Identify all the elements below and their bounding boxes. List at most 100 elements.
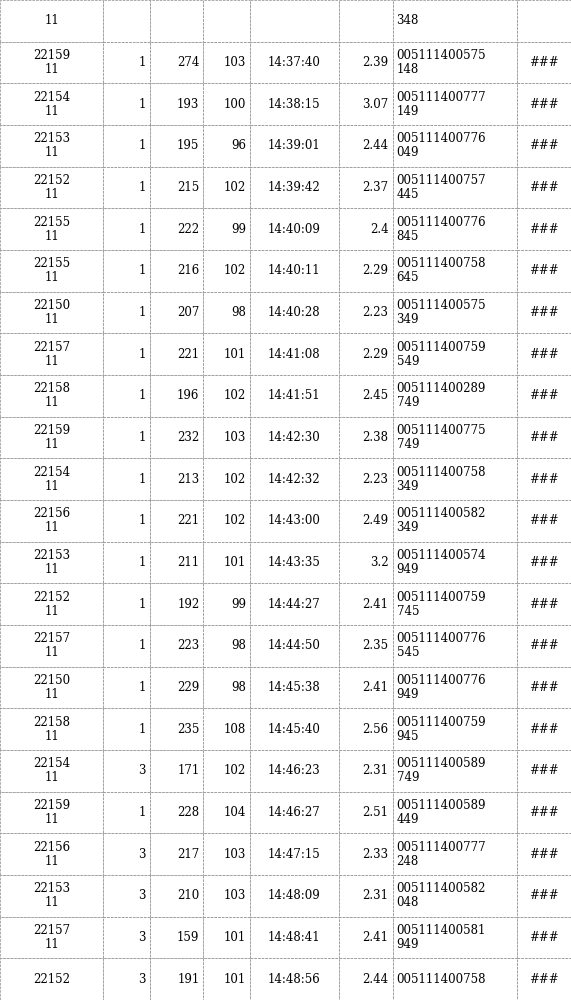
Text: ###: ### bbox=[529, 931, 559, 944]
Bar bbox=[150, 42, 203, 83]
Text: 101: 101 bbox=[224, 931, 246, 944]
Bar bbox=[0, 208, 103, 250]
Text: 22150
11: 22150 11 bbox=[33, 674, 70, 701]
Text: 22157
11: 22157 11 bbox=[33, 924, 70, 951]
Text: 102: 102 bbox=[224, 264, 246, 277]
Bar bbox=[250, 333, 339, 375]
Text: 14:42:32: 14:42:32 bbox=[268, 473, 321, 486]
Bar bbox=[203, 375, 250, 417]
Text: 22158
11: 22158 11 bbox=[33, 382, 70, 409]
Text: 221: 221 bbox=[177, 348, 199, 361]
Text: 22150
11: 22150 11 bbox=[33, 299, 70, 326]
Bar bbox=[203, 292, 250, 333]
Text: ###: ### bbox=[529, 306, 559, 319]
Text: 229: 229 bbox=[177, 681, 199, 694]
Bar bbox=[250, 792, 339, 833]
Bar bbox=[250, 458, 339, 500]
Text: 14:44:27: 14:44:27 bbox=[268, 598, 321, 611]
Bar bbox=[517, 250, 571, 292]
Text: ###: ### bbox=[529, 639, 559, 652]
Text: ###: ### bbox=[529, 723, 559, 736]
Text: 005111400581
949: 005111400581 949 bbox=[397, 924, 486, 951]
Text: 99: 99 bbox=[231, 223, 246, 236]
Bar bbox=[0, 875, 103, 917]
Text: ###: ### bbox=[529, 764, 559, 777]
Bar bbox=[103, 917, 150, 958]
Text: 1: 1 bbox=[139, 348, 146, 361]
Bar bbox=[150, 708, 203, 750]
Text: 005111400575
349: 005111400575 349 bbox=[397, 299, 486, 326]
Bar bbox=[150, 417, 203, 458]
Bar bbox=[250, 42, 339, 83]
Bar bbox=[517, 625, 571, 667]
Bar bbox=[517, 42, 571, 83]
Text: ###: ### bbox=[529, 389, 559, 402]
Text: 22154
11: 22154 11 bbox=[33, 757, 70, 784]
Text: 1: 1 bbox=[139, 181, 146, 194]
Bar bbox=[203, 250, 250, 292]
Text: 22157
11: 22157 11 bbox=[33, 632, 70, 659]
Text: 101: 101 bbox=[224, 973, 246, 986]
Bar bbox=[0, 0, 103, 42]
Bar bbox=[392, 542, 517, 583]
Text: ###: ### bbox=[529, 848, 559, 861]
Bar bbox=[103, 833, 150, 875]
Text: 102: 102 bbox=[224, 389, 246, 402]
Bar bbox=[150, 0, 203, 42]
Text: 1: 1 bbox=[139, 598, 146, 611]
Bar bbox=[392, 875, 517, 917]
Bar bbox=[150, 375, 203, 417]
Text: 1: 1 bbox=[139, 639, 146, 652]
Text: 14:47:15: 14:47:15 bbox=[268, 848, 321, 861]
Text: 103: 103 bbox=[223, 431, 246, 444]
Text: 1: 1 bbox=[139, 723, 146, 736]
Text: 14:41:08: 14:41:08 bbox=[268, 348, 321, 361]
Bar bbox=[339, 292, 393, 333]
Bar bbox=[250, 417, 339, 458]
Bar bbox=[517, 333, 571, 375]
Bar bbox=[250, 167, 339, 208]
Bar bbox=[203, 917, 250, 958]
Bar bbox=[0, 667, 103, 708]
Bar bbox=[150, 750, 203, 792]
Bar bbox=[0, 125, 103, 167]
Bar bbox=[339, 583, 393, 625]
Bar bbox=[203, 708, 250, 750]
Text: 1: 1 bbox=[139, 806, 146, 819]
Bar bbox=[0, 458, 103, 500]
Text: 14:43:35: 14:43:35 bbox=[268, 556, 321, 569]
Text: 005111400589
449: 005111400589 449 bbox=[397, 799, 486, 826]
Text: 2.44: 2.44 bbox=[363, 973, 388, 986]
Bar bbox=[0, 750, 103, 792]
Text: 1: 1 bbox=[139, 431, 146, 444]
Bar bbox=[0, 167, 103, 208]
Bar bbox=[339, 83, 393, 125]
Text: 11: 11 bbox=[45, 14, 59, 27]
Bar bbox=[517, 917, 571, 958]
Text: 005111400758
645: 005111400758 645 bbox=[397, 257, 486, 284]
Text: 216: 216 bbox=[177, 264, 199, 277]
Text: ###: ### bbox=[529, 889, 559, 902]
Text: 14:43:00: 14:43:00 bbox=[268, 514, 321, 527]
Text: 22156
11: 22156 11 bbox=[33, 507, 70, 534]
Text: ###: ### bbox=[529, 264, 559, 277]
Text: 191: 191 bbox=[177, 973, 199, 986]
Text: 102: 102 bbox=[224, 764, 246, 777]
Text: 005111400759
945: 005111400759 945 bbox=[397, 716, 486, 743]
Text: 103: 103 bbox=[223, 848, 246, 861]
Text: 159: 159 bbox=[177, 931, 199, 944]
Bar bbox=[203, 500, 250, 542]
Bar bbox=[339, 42, 393, 83]
Text: 22155
11: 22155 11 bbox=[33, 257, 70, 284]
Bar bbox=[250, 250, 339, 292]
Text: 2.39: 2.39 bbox=[363, 56, 388, 69]
Text: 2.31: 2.31 bbox=[363, 889, 388, 902]
Text: 22158
11: 22158 11 bbox=[33, 716, 70, 743]
Text: 005111400776
049: 005111400776 049 bbox=[397, 132, 486, 159]
Bar bbox=[203, 833, 250, 875]
Text: 22153
11: 22153 11 bbox=[33, 132, 70, 159]
Text: 005111400589
749: 005111400589 749 bbox=[397, 757, 486, 784]
Bar bbox=[517, 833, 571, 875]
Text: ###: ### bbox=[529, 973, 559, 986]
Bar bbox=[517, 750, 571, 792]
